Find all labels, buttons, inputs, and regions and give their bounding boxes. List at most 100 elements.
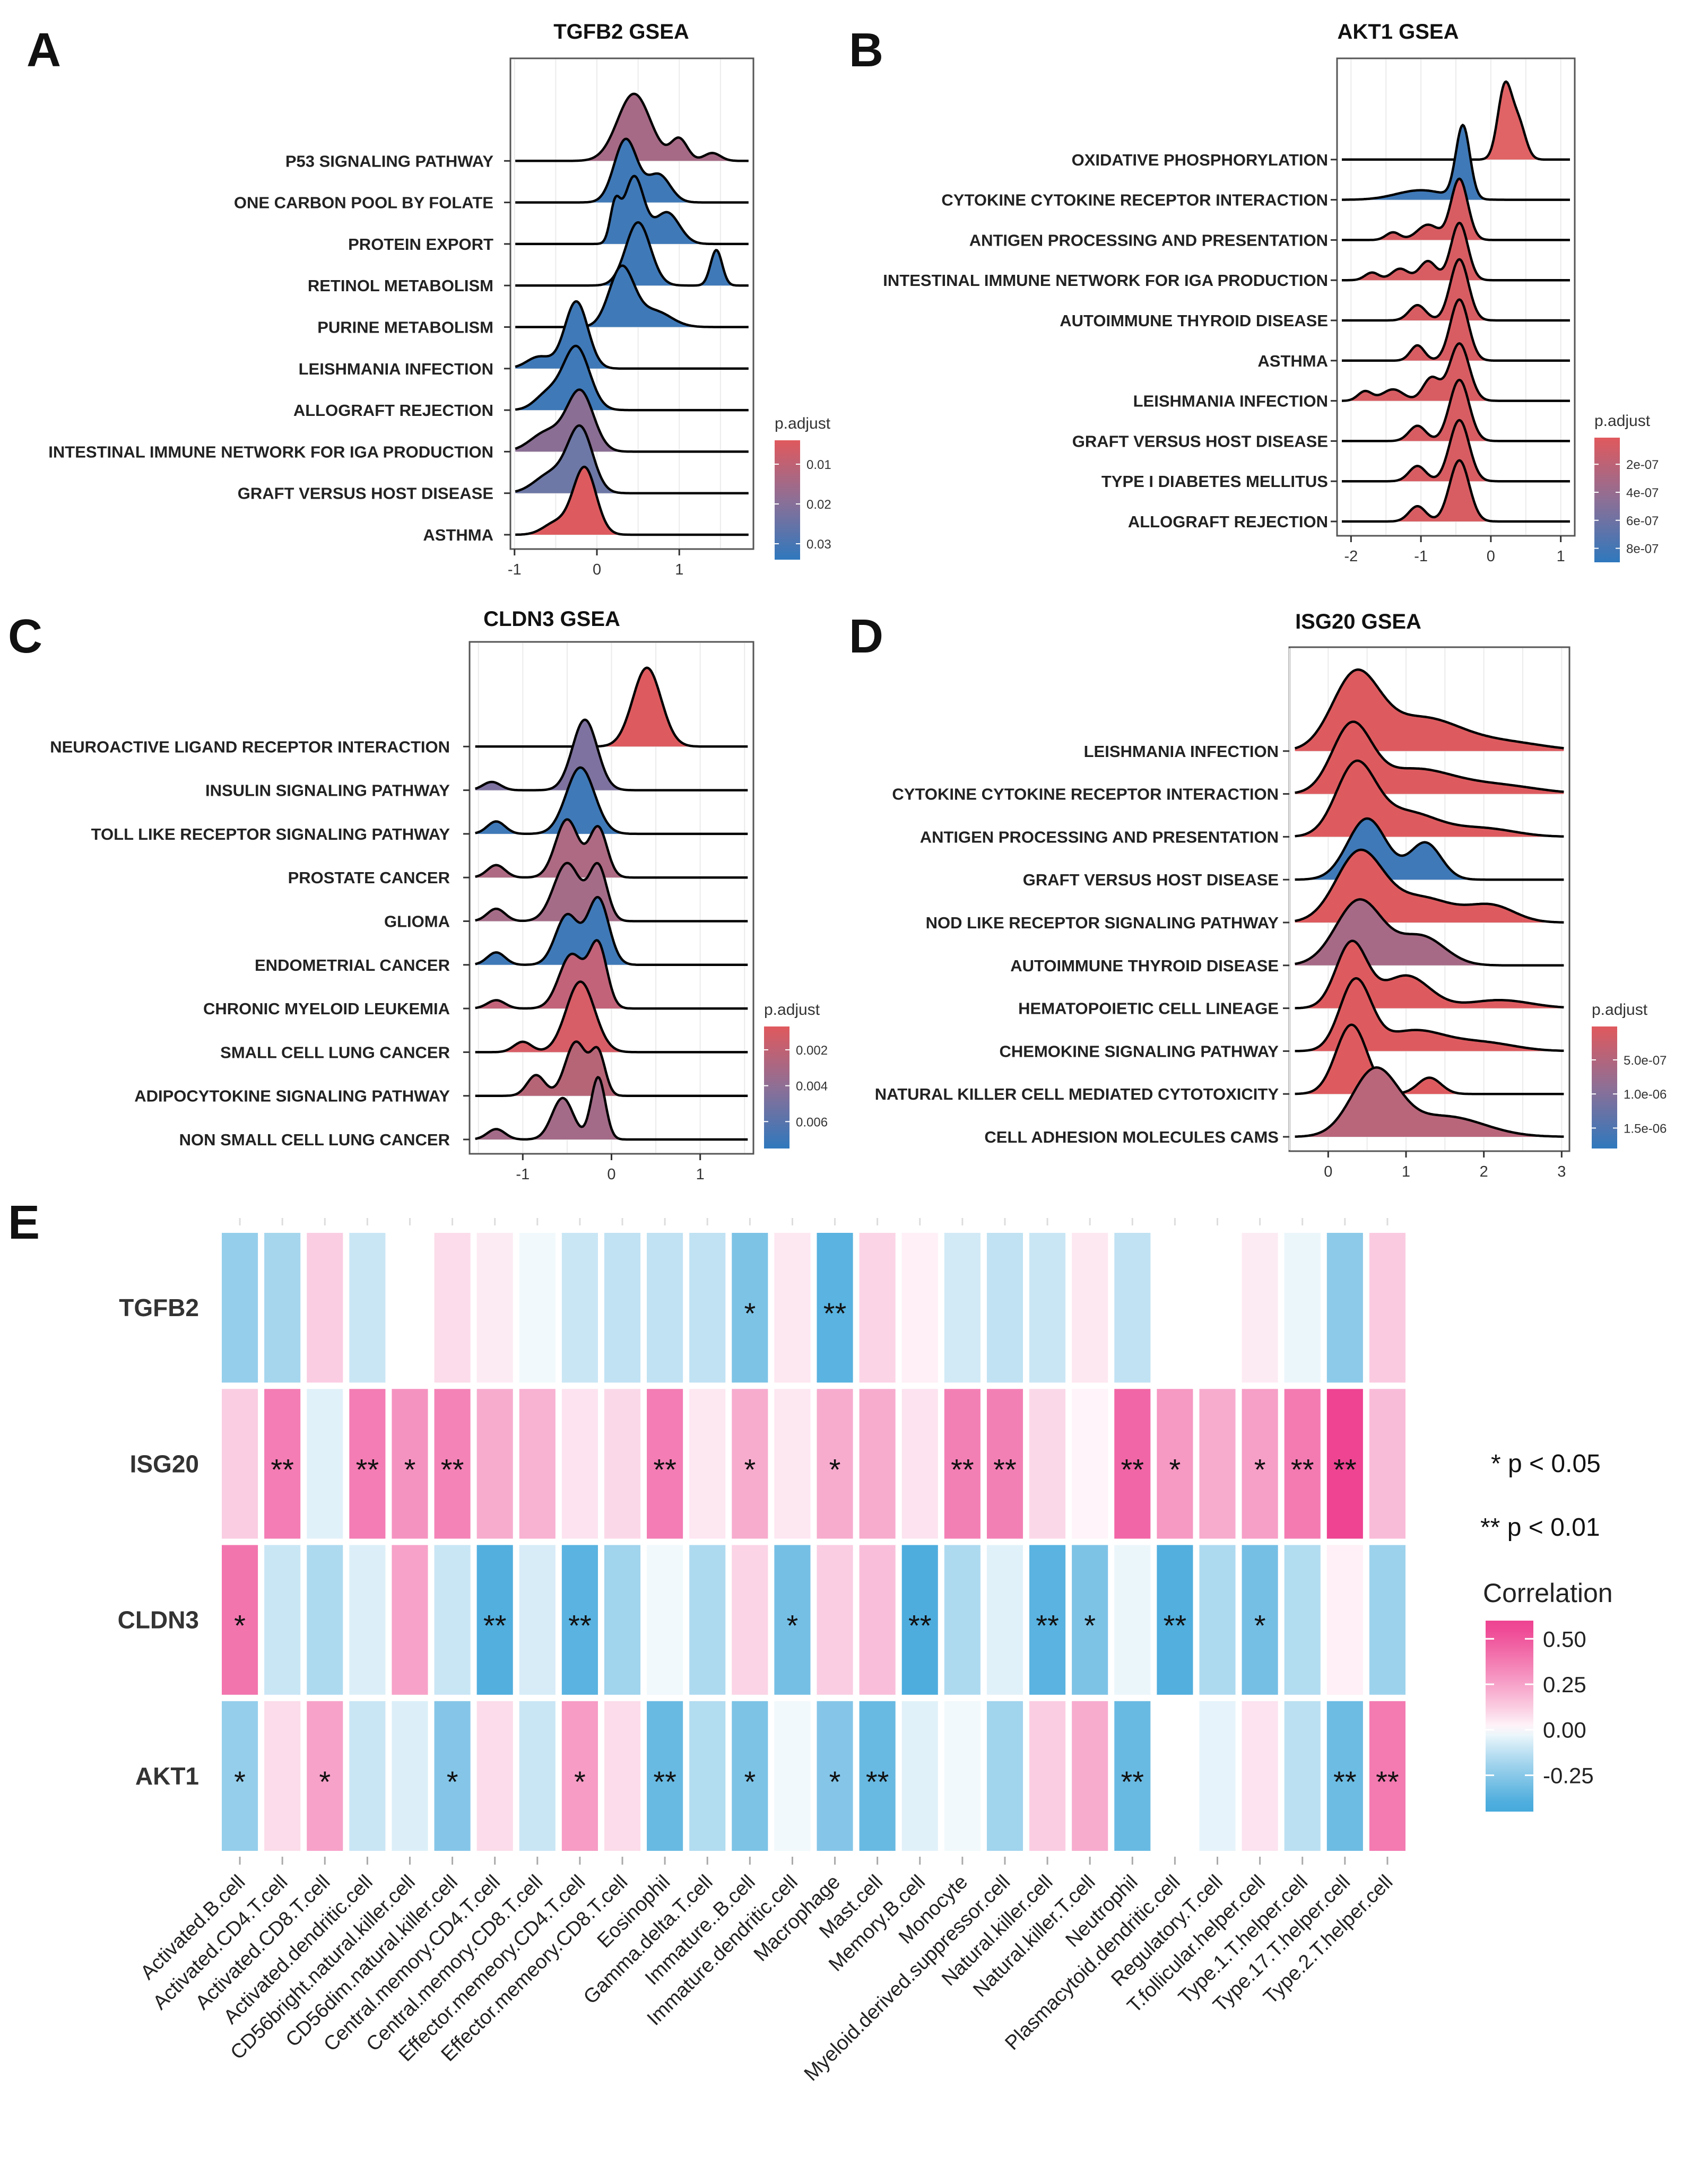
heat-cell — [1072, 1701, 1108, 1851]
colorbar-tick-label: 0.00 — [1543, 1718, 1586, 1743]
ridge-line-intestinal-immune-network-for-iga-production — [1341, 221, 1570, 282]
ridge-line-asthma — [1341, 298, 1570, 362]
ridge-line-prostate-cancer — [475, 818, 748, 879]
heat-cell — [647, 1389, 683, 1539]
pathway-label: AUTOIMMUNE THYROID DISEASE — [1010, 956, 1279, 975]
ridge-panel-b: B AKT1 GSEA OXIDATIVE PHOSPHORYLATION CYTOK… — [849, 20, 1659, 565]
heat-cell — [1326, 1389, 1363, 1539]
significance-marker: * — [319, 1765, 331, 1798]
heat-cell — [349, 1545, 386, 1695]
significance-marker: ** — [1036, 1609, 1059, 1642]
heat-cell — [732, 1545, 768, 1695]
significance-marker: * — [744, 1452, 756, 1486]
panel-title: AKT1 GSEA — [1338, 20, 1459, 43]
x-tick-label: 1 — [1557, 548, 1565, 565]
significance-marker: * — [574, 1765, 586, 1798]
panel-title: TGFB2 GSEA — [553, 20, 689, 43]
heat-cell — [1072, 1389, 1108, 1539]
significance-marker: ** — [1121, 1452, 1144, 1486]
legend-tick-label: 0.002 — [796, 1043, 828, 1058]
heat-cell — [774, 1389, 811, 1539]
heat-cell — [434, 1701, 471, 1851]
significance-marker: ** — [951, 1452, 974, 1486]
significance-marker: ** — [1291, 1452, 1314, 1486]
legend-title: p.adjust — [1592, 1001, 1648, 1019]
ridge-line-one-carbon-pool-by-folate — [515, 137, 749, 204]
x-tick-label: -1 — [508, 561, 522, 578]
heat-cell — [222, 1389, 258, 1539]
heat-cell — [901, 1233, 938, 1383]
heat-cell — [476, 1545, 513, 1695]
legend-colorbar — [775, 440, 800, 560]
ridge-line-insulin-signaling-pathway — [475, 718, 748, 791]
heat-cell — [1284, 1701, 1321, 1851]
row-label-tgfb2: TGFB2 — [119, 1294, 199, 1321]
x-tick-label: 0 — [593, 561, 601, 578]
heat-cell — [901, 1701, 938, 1851]
pathway-label: SMALL CELL LUNG CANCER — [220, 1043, 450, 1061]
ridge-line-adipocytokine-signaling-pathway — [475, 1040, 748, 1097]
heat-cell — [392, 1545, 428, 1695]
pathway-label: GLIOMA — [384, 912, 450, 931]
heat-cell — [1157, 1233, 1193, 1383]
heat-cell — [1157, 1701, 1193, 1851]
heat-cell — [222, 1233, 258, 1383]
pathway-label: LEISHMANIA INFECTION — [299, 360, 493, 378]
panel-title: ISG20 GSEA — [1295, 610, 1421, 633]
heat-cell — [222, 1545, 258, 1695]
heat-cell — [264, 1233, 301, 1383]
significance-marker: ** — [1121, 1765, 1144, 1798]
legend-tick-label: 0.006 — [796, 1115, 828, 1129]
legend-colorbar — [1594, 438, 1620, 562]
pathway-label: CYTOKINE CYTOKINE RECEPTOR INTERACTION — [892, 785, 1279, 804]
significance-marker: * — [829, 1452, 841, 1486]
pathway-label: PURINE METABOLISM — [317, 318, 493, 337]
legend-tick-label: 8e-07 — [1626, 542, 1659, 556]
ridge-line-graft-versus-host-disease — [515, 424, 749, 494]
correlation-colorbar — [1486, 1621, 1533, 1812]
heat-cell — [689, 1389, 726, 1539]
heat-cell — [732, 1389, 768, 1539]
heat-cell — [476, 1389, 513, 1539]
heat-cell — [476, 1701, 513, 1851]
heat-cell — [349, 1701, 386, 1851]
pathway-label: LEISHMANIA INFECTION — [1084, 742, 1279, 761]
heat-cell — [264, 1545, 301, 1695]
heat-cell — [604, 1389, 641, 1539]
heat-cell — [689, 1701, 726, 1851]
heat-cell — [604, 1545, 641, 1695]
ridge-panel-c: C CLDN3 GSEA NEUROACTIVE LIGAND RECEPTOR I… — [8, 607, 828, 1183]
pathway-label: CYTOKINE CYTOKINE RECEPTOR INTERACTION — [941, 191, 1328, 210]
row-label-isg20: ISG20 — [130, 1450, 199, 1477]
heat-cell — [859, 1389, 896, 1539]
significance-marker: * — [1084, 1609, 1096, 1642]
x-tick-label: 0 — [1324, 1163, 1332, 1180]
legend-colorbar — [1592, 1026, 1617, 1148]
pathway-label: INSULIN SIGNALING PATHWAY — [205, 781, 450, 800]
heat-cell — [392, 1389, 428, 1539]
heat-cell — [986, 1701, 1023, 1851]
ridge-fill-glioma — [475, 863, 748, 921]
heat-cell — [647, 1701, 683, 1851]
legend-tick-label: 5.0e-07 — [1624, 1054, 1667, 1068]
heat-cell — [944, 1233, 981, 1383]
pathway-label: TYPE I DIABETES MELLITUS — [1101, 472, 1328, 491]
ridge-line-graft-versus-host-disease — [1341, 378, 1570, 442]
heat-cell — [519, 1233, 556, 1383]
pathway-label: RETINOL METABOLISM — [308, 276, 493, 295]
legend-tick-label: 2e-07 — [1626, 458, 1659, 472]
significance-marker: * — [234, 1609, 246, 1642]
pathway-label: CELL ADHESION MOLECULES CAMS — [984, 1128, 1279, 1146]
heat-cell — [349, 1233, 386, 1383]
significance-marker: * — [787, 1609, 799, 1642]
significance-marker: ** — [441, 1452, 464, 1486]
heat-cell — [944, 1389, 981, 1539]
heat-cell — [732, 1233, 768, 1383]
heat-cell — [1284, 1389, 1321, 1539]
pathway-label: ALLOGRAFT REJECTION — [293, 401, 493, 420]
heat-cell — [1072, 1233, 1108, 1383]
legend-title: p.adjust — [764, 1001, 820, 1019]
pathway-label: INTESTINAL IMMUNE NETWORK FOR IGA PRODUC… — [883, 271, 1328, 290]
legend-colorbar — [764, 1026, 789, 1148]
